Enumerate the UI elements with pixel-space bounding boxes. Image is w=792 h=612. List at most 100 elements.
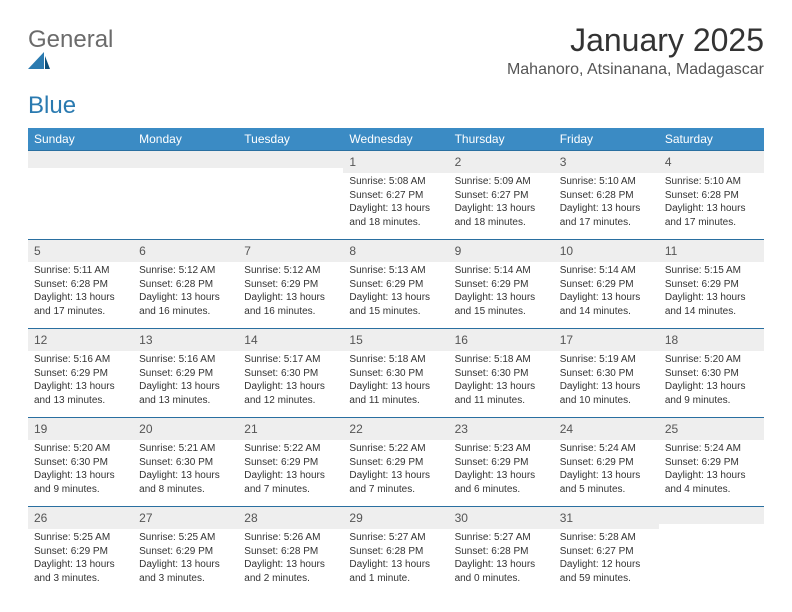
sunset-line: Sunset: 6:29 PM	[34, 367, 127, 381]
day-number: 2	[455, 155, 462, 169]
sunset-line: Sunset: 6:29 PM	[560, 456, 653, 470]
day-header: Tuesday	[238, 128, 343, 150]
sunset-line: Sunset: 6:29 PM	[349, 278, 442, 292]
day-number-row: 10	[554, 239, 659, 262]
day-number-row: 22	[343, 417, 448, 440]
sunset-line: Sunset: 6:29 PM	[34, 545, 127, 559]
sunrise-line: Sunrise: 5:22 AM	[349, 442, 442, 456]
calendar-cell: 29 Sunrise: 5:27 AMSunset: 6:28 PMDayligh…	[343, 506, 448, 595]
day-number-row	[238, 150, 343, 168]
sunset-line: Sunset: 6:29 PM	[560, 278, 653, 292]
sunset-line: Sunset: 6:30 PM	[349, 367, 442, 381]
day-number: 4	[665, 155, 672, 169]
day-details: Sunrise: 5:19 AMSunset: 6:30 PMDaylight:…	[554, 351, 659, 417]
day-number: 28	[244, 511, 257, 525]
calendar-cell: 4Sunrise: 5:10 AMSunset: 6:28 PMDaylight…	[659, 150, 764, 239]
daylight-line: Daylight: 13 hours and 9 minutes.	[34, 469, 127, 496]
logo-text: General Blue	[28, 28, 113, 118]
day-number: 21	[244, 422, 257, 436]
sail-icon	[28, 52, 113, 70]
daylight-line: Daylight: 13 hours and 16 minutes.	[139, 291, 232, 318]
sunset-line: Sunset: 6:29 PM	[665, 278, 758, 292]
calendar-cell	[659, 506, 764, 595]
sunset-line: Sunset: 6:28 PM	[139, 278, 232, 292]
day-details: Sunrise: 5:18 AMSunset: 6:30 PMDaylight:…	[343, 351, 448, 417]
sunset-line: Sunset: 6:29 PM	[139, 367, 232, 381]
day-details: Sunrise: 5:22 AMSunset: 6:29 PMDaylight:…	[343, 440, 448, 506]
daylight-line: Daylight: 13 hours and 16 minutes.	[244, 291, 337, 318]
day-number: 7	[244, 244, 251, 258]
sunrise-line: Sunrise: 5:18 AM	[349, 353, 442, 367]
sunset-line: Sunset: 6:28 PM	[244, 545, 337, 559]
sunrise-line: Sunrise: 5:11 AM	[34, 264, 127, 278]
sunrise-line: Sunrise: 5:27 AM	[349, 531, 442, 545]
day-details: Sunrise: 5:24 AMSunset: 6:29 PMDaylight:…	[554, 440, 659, 506]
day-details: Sunrise: 5:22 AMSunset: 6:29 PMDaylight:…	[238, 440, 343, 506]
title-block: January 2025 Mahanoro, Atsinanana, Madag…	[507, 22, 764, 79]
daylight-line: Daylight: 13 hours and 17 minutes.	[665, 202, 758, 229]
day-details: Sunrise: 5:24 AMSunset: 6:29 PMDaylight:…	[659, 440, 764, 506]
daylight-line: Daylight: 13 hours and 14 minutes.	[665, 291, 758, 318]
day-details: Sunrise: 5:23 AMSunset: 6:29 PMDaylight:…	[449, 440, 554, 506]
calendar-week: 19Sunrise: 5:20 AMSunset: 6:30 PMDayligh…	[28, 417, 764, 506]
day-details: Sunrise: 5:18 AMSunset: 6:30 PMDaylight:…	[449, 351, 554, 417]
day-number-row: 26	[28, 506, 133, 529]
calendar-cell: 17 Sunrise: 5:19 AMSunset: 6:30 PMDayligh…	[554, 328, 659, 417]
day-number-row: 2	[449, 150, 554, 173]
daylight-line: Daylight: 13 hours and 17 minutes.	[34, 291, 127, 318]
calendar-cell: 25Sunrise: 5:24 AMSunset: 6:29 PMDayligh…	[659, 417, 764, 506]
calendar-cell: 8Sunrise: 5:13 AMSunset: 6:29 PMDaylight…	[343, 239, 448, 328]
sunset-line: Sunset: 6:30 PM	[560, 367, 653, 381]
calendar-cell: 19Sunrise: 5:20 AMSunset: 6:30 PMDayligh…	[28, 417, 133, 506]
sunrise-line: Sunrise: 5:09 AM	[455, 175, 548, 189]
day-details: Sunrise: 5:21 AMSunset: 6:30 PMDaylight:…	[133, 440, 238, 506]
calendar-page: General Blue January 2025 Mahanoro, Atsi…	[0, 0, 792, 595]
calendar-cell: 5Sunrise: 5:11 AMSunset: 6:28 PMDaylight…	[28, 239, 133, 328]
day-number: 1	[349, 155, 356, 169]
day-number-row: 27	[133, 506, 238, 529]
sunset-line: Sunset: 6:28 PM	[665, 189, 758, 203]
sunset-line: Sunset: 6:28 PM	[560, 189, 653, 203]
calendar-week: 1Sunrise: 5:08 AMSunset: 6:27 PMDaylight…	[28, 150, 764, 239]
day-number: 8	[349, 244, 356, 258]
day-number: 9	[455, 244, 462, 258]
day-number-row: 7	[238, 239, 343, 262]
day-details: Sunrise: 5:27 AMSunset: 6:28 PMDaylight:…	[343, 529, 448, 595]
sunrise-line: Sunrise: 5:20 AM	[34, 442, 127, 456]
day-details: Sunrise: 5:28 AMSunset: 6:27 PMDaylight:…	[554, 529, 659, 595]
sunrise-line: Sunrise: 5:23 AM	[455, 442, 548, 456]
day-number: 30	[455, 511, 468, 525]
calendar-cell: 14Sunrise: 5:17 AMSunset: 6:30 PMDayligh…	[238, 328, 343, 417]
day-details: Sunrise: 5:10 AMSunset: 6:28 PMDaylight:…	[554, 173, 659, 239]
sunset-line: Sunset: 6:29 PM	[349, 456, 442, 470]
day-number-row: 20	[133, 417, 238, 440]
sunrise-line: Sunrise: 5:12 AM	[244, 264, 337, 278]
sunrise-line: Sunrise: 5:24 AM	[560, 442, 653, 456]
calendar-cell	[28, 150, 133, 239]
day-header: Monday	[133, 128, 238, 150]
logo-word2: Blue	[28, 92, 76, 119]
day-number-row: 25	[659, 417, 764, 440]
sunset-line: Sunset: 6:30 PM	[455, 367, 548, 381]
day-number-row: 8	[343, 239, 448, 262]
day-header: Thursday	[449, 128, 554, 150]
day-number-row: 9	[449, 239, 554, 262]
daylight-line: Daylight: 13 hours and 4 minutes.	[665, 469, 758, 496]
day-number-row: 14	[238, 328, 343, 351]
daylight-line: Daylight: 13 hours and 11 minutes.	[455, 380, 548, 407]
day-number: 29	[349, 511, 362, 525]
day-number-row: 12	[28, 328, 133, 351]
sunrise-line: Sunrise: 5:14 AM	[560, 264, 653, 278]
day-number: 20	[139, 422, 152, 436]
day-header: Sunday	[28, 128, 133, 150]
day-number: 10	[560, 244, 573, 258]
day-number: 27	[139, 511, 152, 525]
daylight-line: Daylight: 13 hours and 13 minutes.	[139, 380, 232, 407]
day-details: Sunrise: 5:20 AMSunset: 6:30 PMDaylight:…	[28, 440, 133, 506]
day-number-row: 23	[449, 417, 554, 440]
calendar-week: 12Sunrise: 5:16 AMSunset: 6:29 PMDayligh…	[28, 328, 764, 417]
day-number-row: 18	[659, 328, 764, 351]
daylight-line: Daylight: 13 hours and 18 minutes.	[349, 202, 442, 229]
calendar-cell: 24Sunrise: 5:24 AMSunset: 6:29 PMDayligh…	[554, 417, 659, 506]
day-number: 17	[560, 333, 573, 347]
